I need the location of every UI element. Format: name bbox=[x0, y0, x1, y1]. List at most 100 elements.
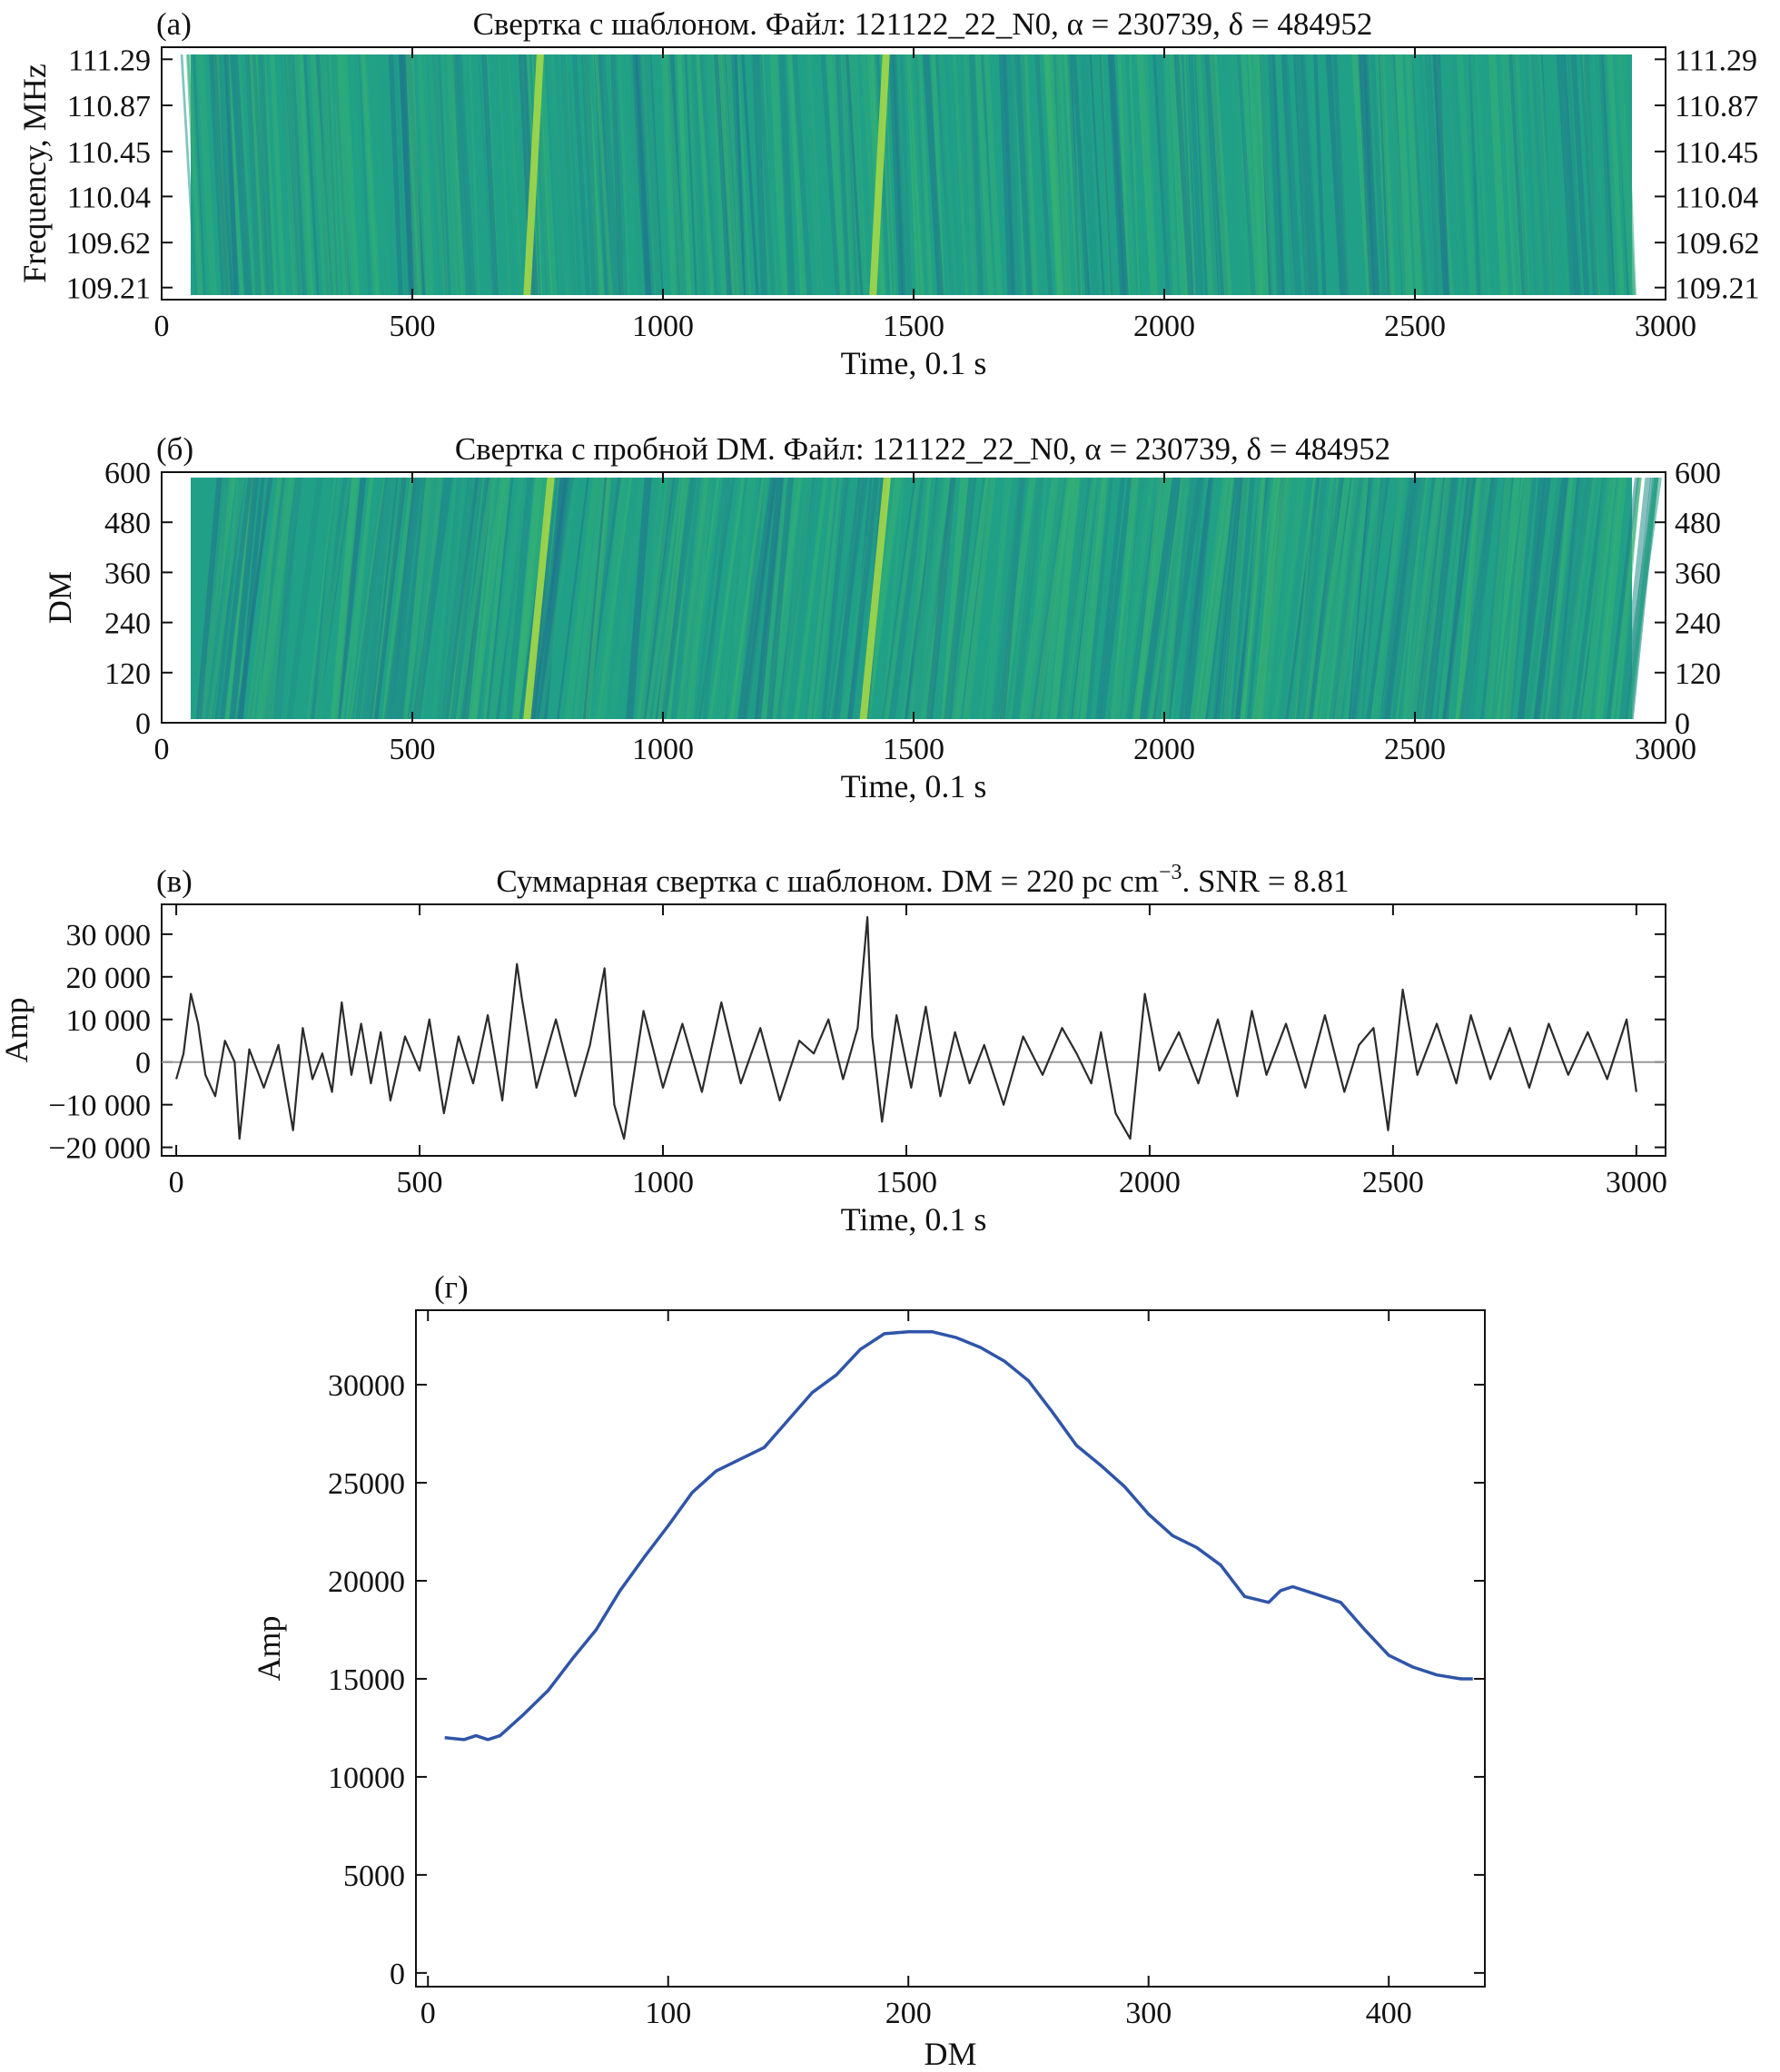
x-tick-label: 500 bbox=[390, 310, 436, 343]
heatmap-streak bbox=[766, 478, 794, 719]
heatmap-streak bbox=[324, 54, 341, 295]
heatmap-streak bbox=[906, 478, 945, 719]
heatmap-streak bbox=[1461, 478, 1489, 719]
heatmap-streak bbox=[1550, 54, 1570, 295]
heatmap-streak bbox=[358, 54, 371, 295]
heatmap bbox=[180, 54, 1637, 295]
y-tick-label: 10 000 bbox=[66, 1004, 152, 1038]
heatmap-streak bbox=[902, 478, 932, 719]
heatmap-streak bbox=[1194, 478, 1224, 719]
heatmap-streak bbox=[423, 478, 453, 719]
heatmap-streak bbox=[1596, 478, 1627, 719]
x-tick-label: 2000 bbox=[1133, 733, 1195, 766]
heatmap-streak bbox=[208, 54, 230, 295]
heatmap-streak bbox=[371, 54, 392, 295]
heatmap-streak bbox=[483, 478, 510, 719]
x-axis-label: Time, 0.1 s bbox=[841, 345, 987, 381]
panel-label: (б) bbox=[156, 431, 193, 467]
heatmap-streak bbox=[1570, 54, 1590, 295]
y-tick-label-right: 110.04 bbox=[1675, 181, 1758, 214]
heatmap-streak bbox=[1183, 54, 1196, 295]
heatmap-streak bbox=[1326, 54, 1344, 295]
y-tick-label: 20 000 bbox=[66, 962, 152, 995]
heatmap-streak bbox=[1304, 478, 1336, 719]
heatmap-streak bbox=[834, 54, 852, 295]
heatmap-streak bbox=[1296, 54, 1314, 295]
heatmap-streak bbox=[1395, 478, 1429, 719]
heatmap-streak bbox=[1129, 54, 1141, 295]
heatmap-streak bbox=[694, 478, 727, 719]
heatmap-streak bbox=[1290, 478, 1319, 719]
title-tail: . SNR = 8.81 bbox=[1182, 863, 1349, 899]
heatmap-streak bbox=[820, 54, 840, 295]
heatmap-streak bbox=[1211, 478, 1241, 719]
heatmap-streak bbox=[1493, 478, 1520, 719]
y-tick-label: 109.21 bbox=[66, 272, 152, 306]
heatmap-streak bbox=[478, 54, 494, 295]
x-tick-label: 1000 bbox=[632, 310, 694, 343]
heatmap-streak bbox=[456, 54, 477, 295]
heatmap-streak bbox=[646, 478, 684, 719]
heatmap-streak bbox=[1528, 54, 1543, 295]
heatmap-streak bbox=[697, 478, 736, 719]
heatmap-streak bbox=[1198, 54, 1219, 295]
heatmap-streak bbox=[1627, 478, 1658, 719]
heatmap-streak bbox=[421, 54, 438, 295]
heatmap-streak bbox=[1403, 478, 1442, 719]
heatmap-streak bbox=[1121, 478, 1155, 719]
heatmap-streak bbox=[1025, 478, 1047, 719]
heatmap-streak bbox=[677, 478, 709, 719]
heatmap-streak bbox=[306, 478, 336, 719]
heatmap-streak bbox=[552, 54, 568, 295]
heatmap-streak bbox=[698, 54, 718, 295]
heatmap-streak bbox=[1271, 478, 1302, 719]
heatmap-streak bbox=[1231, 478, 1255, 719]
heatmap-streak bbox=[1122, 54, 1134, 295]
heatmap-streak bbox=[330, 478, 361, 719]
heatmap-streak bbox=[902, 478, 928, 719]
heatmap-streak bbox=[249, 54, 265, 295]
heatmap-streak bbox=[1229, 54, 1250, 295]
y-tick-label-right: 480 bbox=[1675, 507, 1721, 540]
heatmap-streak bbox=[270, 54, 286, 295]
heatmap-streak bbox=[686, 478, 713, 719]
heatmap-streak bbox=[598, 54, 621, 295]
heatmap-streak bbox=[1555, 478, 1580, 719]
heatmap-streak bbox=[1299, 478, 1336, 719]
heatmap-streak bbox=[1331, 54, 1350, 295]
heatmap-streak bbox=[1547, 478, 1585, 719]
heatmap-streak bbox=[978, 478, 1014, 719]
x-tick-label: 500 bbox=[397, 1166, 443, 1199]
heatmap-streak bbox=[1251, 478, 1290, 719]
heatmap-streak bbox=[1500, 54, 1520, 295]
heatmap-streak bbox=[1023, 478, 1064, 719]
heatmap-streak bbox=[1531, 54, 1551, 295]
heatmap-streak bbox=[309, 54, 329, 295]
heatmap-streak bbox=[303, 54, 320, 295]
heatmap-streak bbox=[1525, 54, 1538, 295]
heatmap-streak bbox=[1089, 54, 1105, 295]
heatmap-streak bbox=[1509, 478, 1538, 719]
heatmap-streak bbox=[1134, 478, 1163, 719]
heatmap-streak bbox=[1542, 478, 1569, 719]
heatmap-streak bbox=[300, 54, 314, 295]
heatmap-streak bbox=[355, 478, 388, 719]
heatmap-streak bbox=[1099, 478, 1133, 719]
y-tick-label: 25000 bbox=[328, 1467, 405, 1501]
heatmap-streak bbox=[883, 478, 922, 719]
heatmap-streak bbox=[951, 478, 985, 719]
heatmap-streak bbox=[332, 54, 350, 295]
x-tick-label: 300 bbox=[1125, 1997, 1172, 2030]
heatmap-streak bbox=[888, 54, 906, 295]
heatmap-streak bbox=[1236, 54, 1256, 295]
heatmap-streak bbox=[417, 54, 434, 295]
heatmap-streak bbox=[427, 54, 447, 295]
heatmap-streak bbox=[1533, 478, 1568, 719]
heatmap-streak bbox=[1370, 54, 1387, 295]
heatmap-bright-streak bbox=[869, 54, 890, 295]
y-tick-label: 480 bbox=[104, 507, 151, 540]
heatmap-streak bbox=[339, 54, 361, 295]
heatmap-streak bbox=[707, 54, 727, 295]
heatmap-streak bbox=[965, 478, 996, 719]
heatmap-streak bbox=[657, 478, 687, 719]
